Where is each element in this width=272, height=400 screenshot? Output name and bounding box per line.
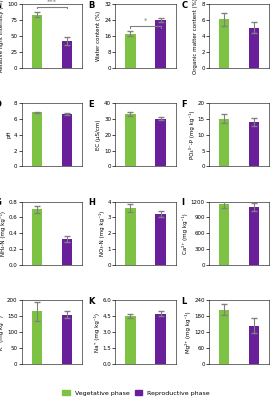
Y-axis label: Ca²⁺ (mg kg⁻¹): Ca²⁺ (mg kg⁻¹) xyxy=(182,213,188,254)
Legend: Vegetative phase, Reproductive phase: Vegetative phase, Reproductive phase xyxy=(61,389,211,397)
Bar xyxy=(155,20,166,68)
Text: C: C xyxy=(182,1,188,10)
Bar xyxy=(155,314,166,364)
Y-axis label: EC (μS/cm): EC (μS/cm) xyxy=(96,119,101,150)
Text: A: A xyxy=(0,1,1,10)
Bar xyxy=(249,326,259,364)
Bar xyxy=(32,312,42,364)
Y-axis label: NO₃-N (mg kg⁻¹): NO₃-N (mg kg⁻¹) xyxy=(99,211,105,256)
Y-axis label: Na⁺ (mg kg⁻¹): Na⁺ (mg kg⁻¹) xyxy=(94,313,100,352)
Text: ***: *** xyxy=(47,0,57,5)
Text: E: E xyxy=(88,100,94,108)
Bar xyxy=(155,214,166,265)
Bar xyxy=(62,315,72,364)
Bar xyxy=(62,41,72,68)
Y-axis label: Relative light intensity (%): Relative light intensity (%) xyxy=(0,0,4,72)
Text: B: B xyxy=(88,1,95,10)
Text: F: F xyxy=(182,100,187,108)
Bar xyxy=(219,119,229,166)
Bar xyxy=(219,310,229,364)
Y-axis label: PO₄³⁻-P (mg kg⁻¹): PO₄³⁻-P (mg kg⁻¹) xyxy=(189,110,195,159)
Y-axis label: NH₄-N (mg kg⁻¹): NH₄-N (mg kg⁻¹) xyxy=(0,211,6,256)
Bar xyxy=(32,210,42,265)
Text: H: H xyxy=(88,198,95,207)
Bar xyxy=(125,316,136,364)
Text: D: D xyxy=(0,100,2,108)
Text: G: G xyxy=(0,198,1,207)
Text: K: K xyxy=(88,297,95,306)
Text: L: L xyxy=(182,297,187,306)
Y-axis label: Organic matter content (%): Organic matter content (%) xyxy=(193,0,199,74)
Bar xyxy=(62,114,72,166)
Bar xyxy=(32,15,42,68)
Text: I: I xyxy=(182,198,185,207)
Bar xyxy=(125,34,136,68)
Bar xyxy=(249,28,259,68)
Bar xyxy=(249,207,259,265)
Y-axis label: K⁺ (mg kg⁻¹): K⁺ (mg kg⁻¹) xyxy=(0,315,4,350)
Bar xyxy=(125,114,136,166)
Bar xyxy=(219,19,229,68)
Bar xyxy=(125,208,136,265)
Text: *: * xyxy=(144,18,147,24)
Y-axis label: pH: pH xyxy=(6,131,11,138)
Bar xyxy=(219,204,229,265)
Bar xyxy=(62,239,72,265)
Bar xyxy=(32,112,42,166)
Bar xyxy=(249,122,259,166)
Y-axis label: Mg²⁺ (mg kg⁻¹): Mg²⁺ (mg kg⁻¹) xyxy=(186,311,191,353)
Y-axis label: Water content (%): Water content (%) xyxy=(96,11,101,61)
Bar xyxy=(155,119,166,166)
